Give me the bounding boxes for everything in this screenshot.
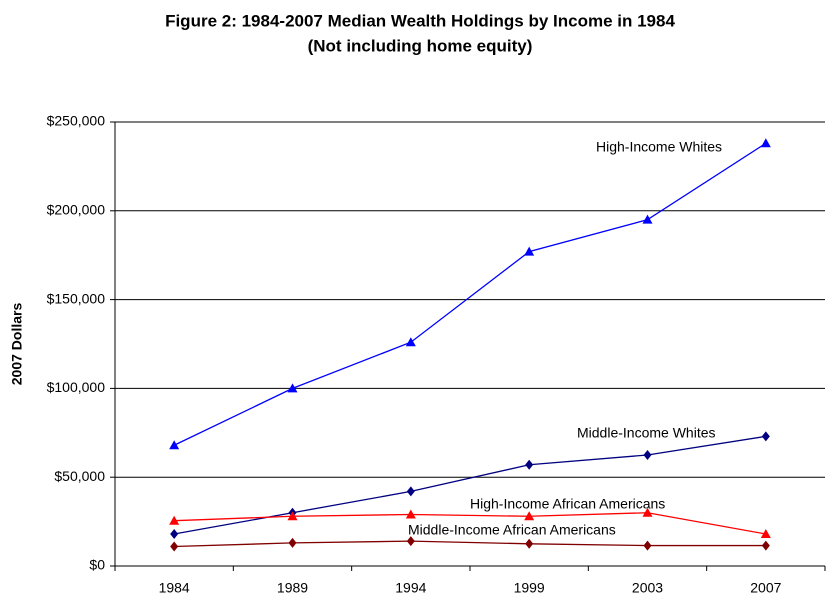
data-point — [524, 511, 535, 521]
y-axis-label: 2007 Dollars — [9, 303, 25, 386]
data-point — [642, 507, 653, 517]
chart-title: Figure 2: 1984-2007 Median Wealth Holdin… — [165, 11, 675, 30]
data-point — [761, 431, 770, 442]
data-point — [525, 538, 534, 549]
series-line — [174, 512, 766, 535]
data-point — [287, 383, 298, 393]
data-point — [170, 529, 179, 540]
series-line — [174, 435, 766, 535]
data-point — [288, 537, 297, 548]
data-point — [405, 509, 416, 519]
data-point — [287, 511, 298, 521]
data-point — [169, 515, 180, 525]
data-point — [761, 540, 770, 551]
x-tick-label: 2003 — [632, 580, 663, 596]
series-label: Middle-Income African Americans — [408, 522, 616, 538]
y-tick-label: $250,000 — [47, 113, 106, 129]
data-point — [406, 536, 415, 547]
y-tick-label: $100,000 — [47, 379, 106, 395]
chart-subtitle: (Not including home equity) — [308, 36, 533, 55]
y-tick-label: $0 — [89, 557, 105, 573]
series-label: High-Income African Americans — [470, 496, 665, 512]
data-point — [525, 459, 534, 470]
x-tick-label: 1994 — [395, 580, 426, 596]
data-point — [642, 214, 653, 224]
x-tick-label: 1989 — [277, 580, 308, 596]
data-point — [170, 541, 179, 552]
x-tick-label: 1999 — [514, 580, 545, 596]
data-point — [406, 486, 415, 497]
data-point — [643, 450, 652, 460]
x-tick-label: 1984 — [159, 580, 190, 596]
y-tick-label: $200,000 — [47, 202, 106, 218]
series-line — [173, 142, 767, 446]
data-point — [169, 440, 180, 450]
data-point — [760, 138, 771, 148]
series-label: High-Income Whites — [596, 139, 722, 155]
series-line — [174, 540, 766, 548]
data-point — [524, 246, 535, 256]
x-tick-label: 2007 — [750, 580, 781, 596]
data-point — [760, 529, 771, 539]
data-point — [643, 540, 652, 551]
data-point — [405, 337, 416, 347]
series-label: Middle-Income Whites — [577, 425, 716, 441]
y-tick-label: $50,000 — [54, 468, 105, 484]
y-tick-label: $150,000 — [47, 290, 106, 306]
